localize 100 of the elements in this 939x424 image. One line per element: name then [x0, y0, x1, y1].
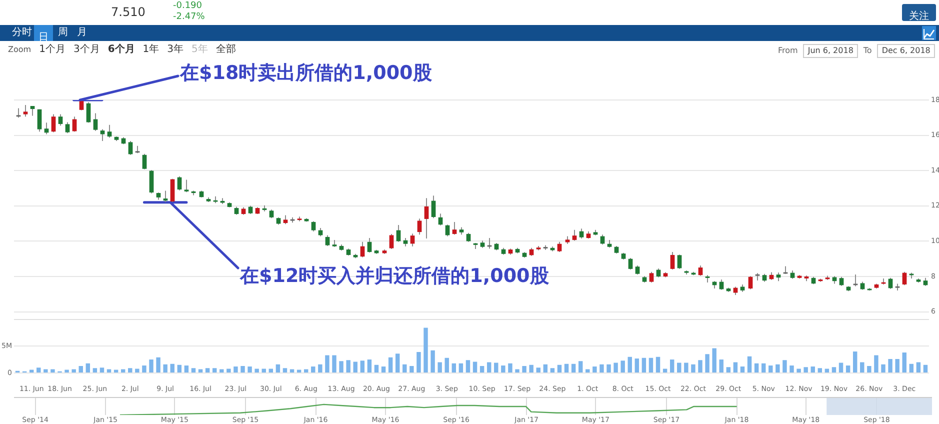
candlestick	[635, 265, 640, 276]
text: 全部	[216, 44, 236, 55]
text: From	[778, 46, 798, 55]
bar	[381, 366, 386, 372]
text: 3个月	[73, 44, 100, 55]
candlestick	[628, 257, 633, 270]
bar	[416, 352, 421, 372]
bar	[360, 360, 365, 372]
text: 1个月	[39, 44, 66, 55]
bar	[128, 368, 132, 372]
bar	[346, 360, 350, 372]
candlestick	[557, 241, 562, 252]
bar	[480, 366, 484, 372]
bar	[881, 364, 886, 372]
bar	[142, 365, 146, 372]
bar	[888, 359, 892, 372]
bar	[804, 367, 808, 372]
bar	[191, 368, 196, 372]
candlestick	[107, 124, 112, 138]
candlestick	[431, 195, 436, 219]
bar	[234, 366, 238, 372]
bar	[733, 362, 738, 372]
bar	[656, 356, 660, 372]
bar	[578, 361, 583, 372]
bar	[248, 366, 252, 372]
bar	[177, 364, 182, 372]
bar	[684, 362, 688, 372]
bar	[606, 364, 611, 372]
bar	[290, 369, 294, 372]
bar	[268, 368, 274, 372]
candlestick	[410, 233, 415, 247]
text: 3年	[167, 44, 184, 55]
bar	[170, 364, 174, 372]
bar	[902, 352, 906, 372]
bar	[536, 368, 540, 372]
date-field: Jun 6, 2018	[802, 44, 858, 58]
candlestick	[579, 228, 584, 240]
bar	[705, 354, 710, 372]
candlestick	[149, 170, 154, 194]
bar	[846, 365, 850, 372]
candlestick	[93, 112, 98, 132]
candlestick	[367, 238, 372, 253]
candlestick	[670, 251, 675, 270]
bar	[754, 363, 759, 372]
bar	[761, 363, 766, 372]
bar	[642, 358, 646, 372]
annotation: 在$12时买入并归还所借的1,000股	[239, 264, 550, 287]
text: -2.47%	[173, 12, 205, 22]
bar	[550, 368, 555, 372]
candlestick	[72, 116, 77, 132]
bar	[634, 358, 640, 372]
bar	[430, 350, 435, 372]
bar	[796, 368, 801, 372]
bar	[444, 358, 449, 372]
candlestick	[128, 140, 133, 156]
bar	[677, 362, 682, 372]
candlestick	[58, 114, 63, 126]
bar	[867, 366, 872, 372]
bar	[374, 364, 379, 372]
bar	[557, 364, 562, 372]
bar	[86, 363, 90, 372]
bar	[790, 365, 794, 372]
bar	[332, 355, 336, 372]
candlestick	[649, 271, 654, 283]
bar	[740, 366, 745, 372]
bar	[262, 368, 266, 372]
bar	[818, 368, 822, 372]
candlestick	[170, 178, 175, 203]
bar	[304, 369, 308, 372]
text: 5年	[192, 44, 208, 55]
bar	[529, 364, 534, 372]
bar	[719, 360, 724, 372]
text: To	[863, 46, 872, 55]
bar	[494, 362, 498, 372]
bar	[458, 363, 464, 372]
bar	[212, 368, 217, 372]
candlestick	[424, 198, 429, 240]
bar	[226, 368, 231, 372]
bar	[163, 364, 168, 372]
candlestick	[311, 220, 316, 232]
text: 在$18时卖出所借的1,000股	[179, 62, 433, 84]
bar	[395, 354, 400, 372]
candlestick	[30, 106, 35, 116]
candlestick	[177, 176, 182, 191]
text: Zoom	[8, 45, 32, 54]
candlestick	[748, 276, 753, 290]
bar	[768, 365, 773, 372]
bar	[438, 362, 442, 372]
candlestick	[184, 179, 189, 193]
button: 关注	[902, 4, 936, 21]
bar	[149, 360, 154, 372]
tab: 日	[34, 25, 53, 41]
bar	[318, 364, 322, 372]
bar	[874, 355, 878, 372]
candlestick	[389, 233, 394, 250]
bar	[586, 369, 590, 372]
bar	[810, 366, 815, 372]
text: 周	[58, 27, 68, 38]
bar	[466, 360, 470, 372]
bar	[620, 360, 625, 372]
